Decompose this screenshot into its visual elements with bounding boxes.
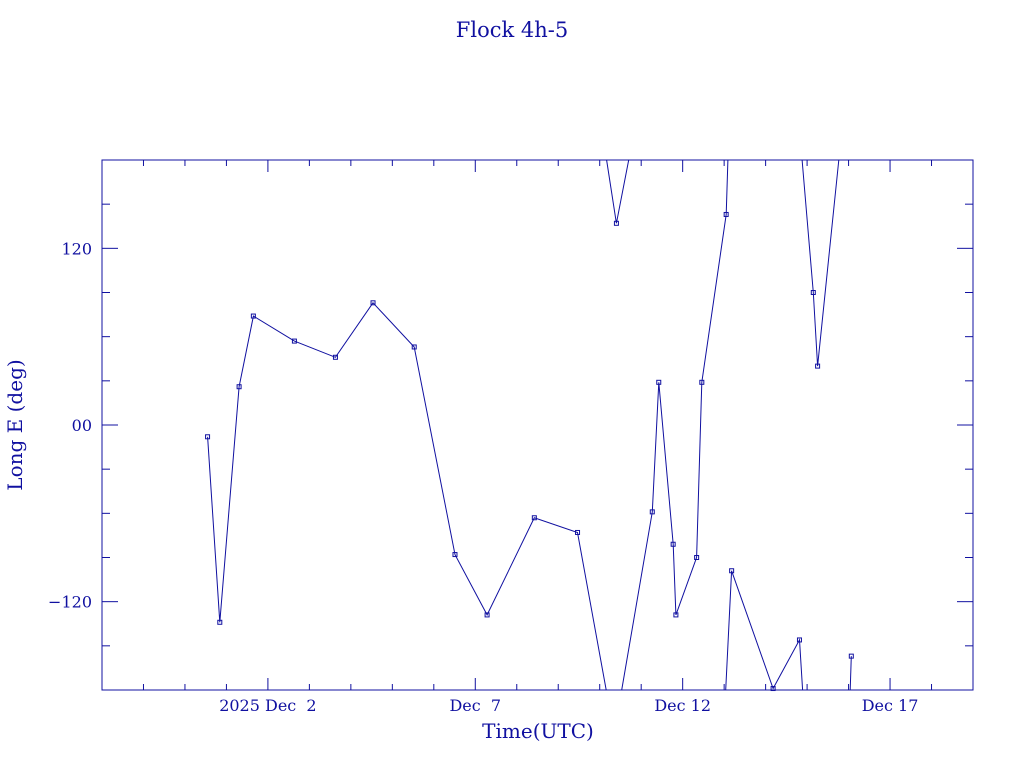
y-tick-labels: 120 00 −120 <box>48 239 92 611</box>
data-point <box>411 344 417 350</box>
data-point <box>729 568 735 574</box>
series-line-segment <box>207 302 607 691</box>
data-point <box>699 379 705 385</box>
data-point <box>205 434 211 440</box>
x-axis-label: Time(UTC) <box>482 719 594 743</box>
series-line-segment <box>621 159 729 691</box>
data-point <box>694 555 700 560</box>
data-point <box>673 612 679 618</box>
series-line-segment <box>606 159 630 224</box>
x-tick-label: 2025 Dec 2 <box>219 696 316 715</box>
data-point <box>848 653 854 659</box>
data-point <box>670 541 676 547</box>
data-point <box>723 211 729 217</box>
plot-frame <box>101 159 974 691</box>
series-line-segment <box>801 159 840 367</box>
data-point <box>613 220 619 226</box>
data-point <box>332 354 338 360</box>
data-point <box>815 363 821 369</box>
data-point <box>770 686 776 692</box>
axis-ticks <box>102 160 973 690</box>
series-line-segment <box>725 570 804 691</box>
data-point <box>531 515 537 521</box>
x-tick-label: Dec 12 <box>654 696 711 715</box>
y-axis-label: Long E (deg) <box>3 359 27 490</box>
chart-title: Flock 4h-5 <box>456 18 568 42</box>
data-point <box>291 338 297 344</box>
data-point <box>796 637 802 643</box>
data-point <box>484 612 490 618</box>
x-tick-label: Dec 7 <box>449 696 501 715</box>
data-point <box>236 384 242 390</box>
data-point <box>217 619 223 625</box>
series-layer <box>205 159 854 692</box>
data-point <box>250 313 256 319</box>
data-point <box>370 300 376 306</box>
data-point <box>810 290 816 295</box>
y-tick-label: 00 <box>72 416 92 435</box>
x-tick-labels: 2025 Dec 2 Dec 7 Dec 12 Dec 17 <box>219 696 918 715</box>
data-point <box>452 552 458 558</box>
x-tick-label: Dec 17 <box>862 696 919 715</box>
y-tick-label: −120 <box>48 593 92 612</box>
y-tick-label: 120 <box>61 239 92 258</box>
data-point <box>649 509 655 515</box>
data-point <box>575 529 581 535</box>
series-line-segment <box>849 656 852 691</box>
data-point <box>656 379 662 385</box>
plot-area <box>101 159 974 692</box>
